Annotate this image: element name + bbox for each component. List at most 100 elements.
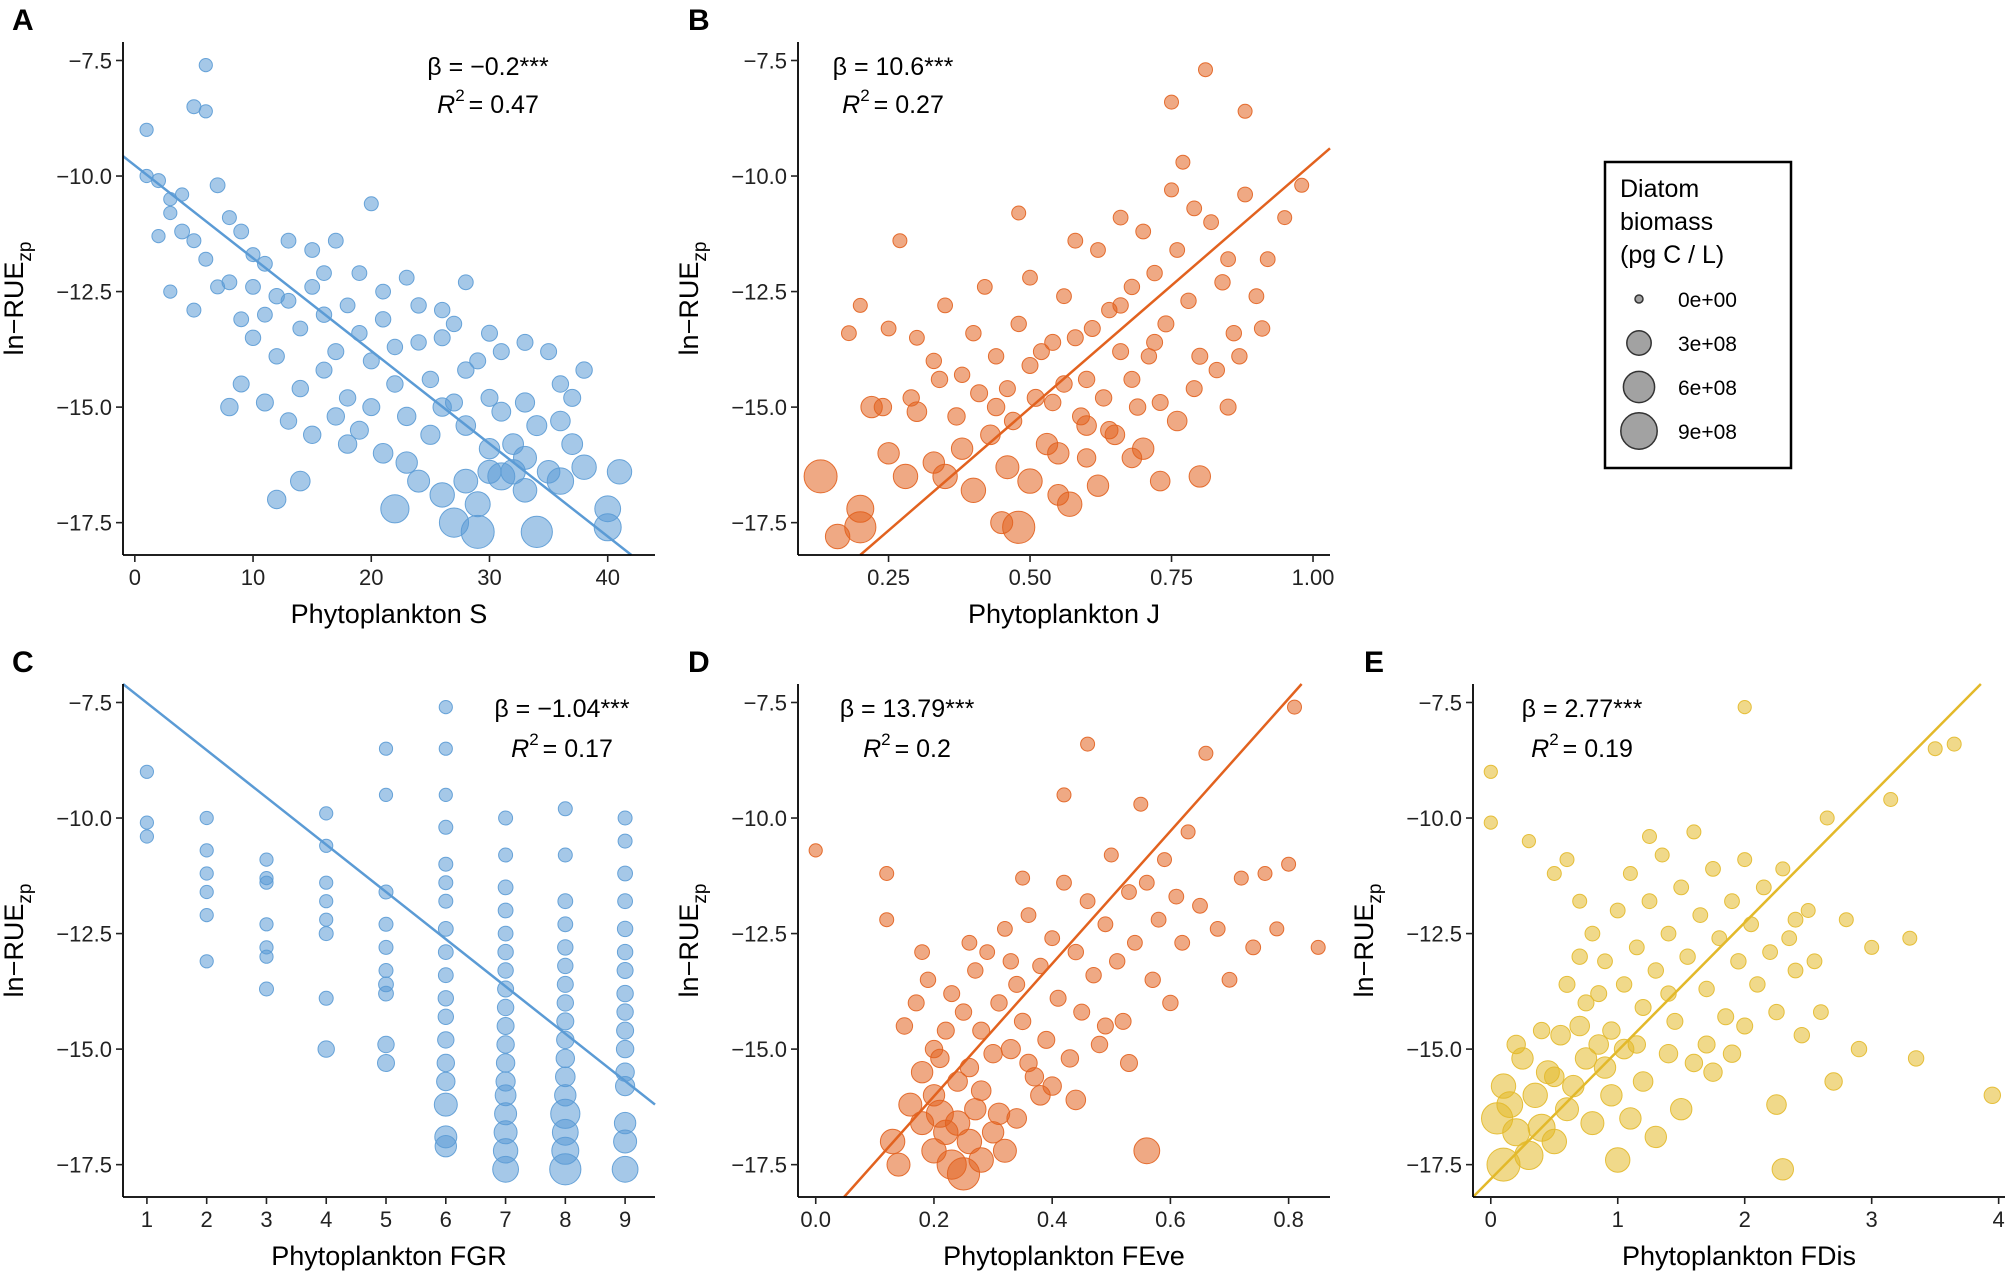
legend-label-1: 3e+08 xyxy=(1678,333,1737,356)
data-point xyxy=(895,1017,914,1035)
data-point xyxy=(995,455,1020,480)
data-point xyxy=(362,352,380,370)
data-point xyxy=(1017,468,1043,494)
data-point xyxy=(378,985,394,1002)
data-point xyxy=(1698,980,1715,998)
y-tick-label: −12.5 xyxy=(731,280,787,305)
data-point xyxy=(1686,824,1702,840)
data-point xyxy=(1287,699,1302,715)
data-point xyxy=(1768,1003,1785,1021)
data-point xyxy=(1257,866,1273,881)
data-point xyxy=(139,815,154,830)
data-point xyxy=(803,459,838,494)
data-point xyxy=(1294,177,1310,193)
scatter-points-e xyxy=(1481,700,2002,1182)
x-ticks-e: 0 1 2 3 4 xyxy=(1485,1197,2005,1232)
r2-symbol-a: R xyxy=(437,91,455,119)
data-point xyxy=(259,917,274,932)
data-point xyxy=(374,311,392,328)
data-point xyxy=(1056,787,1072,803)
data-point xyxy=(616,1021,635,1040)
x-tick-label: 20 xyxy=(359,565,383,590)
data-point xyxy=(1654,847,1670,863)
data-point xyxy=(1047,484,1070,506)
data-point xyxy=(186,302,202,318)
data-point xyxy=(163,205,178,221)
x-tick-label: 5 xyxy=(380,1207,392,1232)
data-point xyxy=(1245,939,1262,956)
data-point xyxy=(987,1102,1011,1126)
data-point xyxy=(1711,930,1728,947)
y-tick-label: −12.5 xyxy=(56,922,112,947)
data-point xyxy=(557,916,574,933)
y-axis-title-main-e: ln−RUE xyxy=(1349,904,1379,998)
data-point xyxy=(1619,1107,1642,1130)
x-tick-label: 0.50 xyxy=(1009,565,1052,590)
data-point xyxy=(1067,232,1084,249)
data-point xyxy=(1021,357,1039,374)
data-point xyxy=(1037,1030,1056,1049)
data-point xyxy=(1157,852,1172,868)
data-point xyxy=(1546,866,1562,881)
data-point xyxy=(972,1021,991,1040)
data-point xyxy=(303,425,322,444)
y-tick-label: −10.0 xyxy=(56,806,112,831)
data-point xyxy=(1593,1056,1617,1079)
data-point xyxy=(198,58,213,73)
data-point xyxy=(1013,1012,1032,1031)
data-point xyxy=(1083,320,1101,337)
data-point xyxy=(1571,948,1588,965)
data-point xyxy=(877,442,900,465)
x-tick-label: 0.0 xyxy=(800,1207,831,1232)
data-point xyxy=(556,1012,575,1031)
panel-a: A 0 10 20 30 40 −7.5 −10.0 −12.5 −15.0 −17.5 Phy… xyxy=(0,4,655,629)
r2-exponent-d: 2 xyxy=(881,730,890,749)
data-point xyxy=(1673,879,1690,896)
data-point xyxy=(139,829,154,844)
legend-label-0: 0e+00 xyxy=(1678,289,1737,312)
data-point xyxy=(280,232,297,249)
data-point xyxy=(1775,861,1791,877)
legend-key-circle xyxy=(1626,330,1652,356)
regression-line-d xyxy=(843,683,1303,1198)
size-legend: Diatom biomass (pg C / L) 0e+00 3e+08 6e… xyxy=(1603,160,1793,470)
data-point xyxy=(1065,1089,1087,1111)
panel-b: B 0.25 0.50 0.75 1.00 −7.5 −10.0 −12.5 −15.0 −1… xyxy=(674,4,1334,629)
data-point xyxy=(551,375,570,393)
data-point xyxy=(280,292,297,309)
data-point xyxy=(139,764,154,779)
data-point xyxy=(557,957,574,975)
data-point xyxy=(469,352,487,370)
y-axis-title-main-a: ln−RUE xyxy=(0,262,29,356)
scatter-points-b xyxy=(803,62,1310,550)
data-point xyxy=(979,944,996,960)
data-point xyxy=(480,388,499,407)
r2-annotation-a: R2 = 0.47 xyxy=(437,86,539,119)
data-point xyxy=(438,875,454,891)
scatter-points-d xyxy=(808,699,1326,1191)
data-point xyxy=(1151,394,1169,411)
data-point xyxy=(433,329,451,347)
data-point xyxy=(1697,1035,1716,1054)
data-point xyxy=(1174,934,1191,951)
data-point xyxy=(616,984,634,1003)
x-tick-label: 0.25 xyxy=(867,565,910,590)
y-tick-label: −10.0 xyxy=(56,164,112,189)
data-point xyxy=(1281,856,1297,872)
data-point xyxy=(1590,985,1608,1003)
y-tick-label: −12.5 xyxy=(56,280,112,305)
data-point xyxy=(457,361,475,379)
data-point xyxy=(1109,953,1126,970)
data-point xyxy=(491,401,512,422)
data-point xyxy=(1150,911,1167,928)
data-point xyxy=(407,469,431,493)
data-point xyxy=(514,392,536,413)
data-point xyxy=(1198,62,1213,78)
r2-value-d: = 0.2 xyxy=(895,735,951,763)
data-point xyxy=(337,434,358,454)
x-tick-label: 0 xyxy=(129,565,141,590)
data-point xyxy=(1225,325,1243,342)
data-point xyxy=(998,380,1016,398)
data-point xyxy=(907,994,925,1012)
